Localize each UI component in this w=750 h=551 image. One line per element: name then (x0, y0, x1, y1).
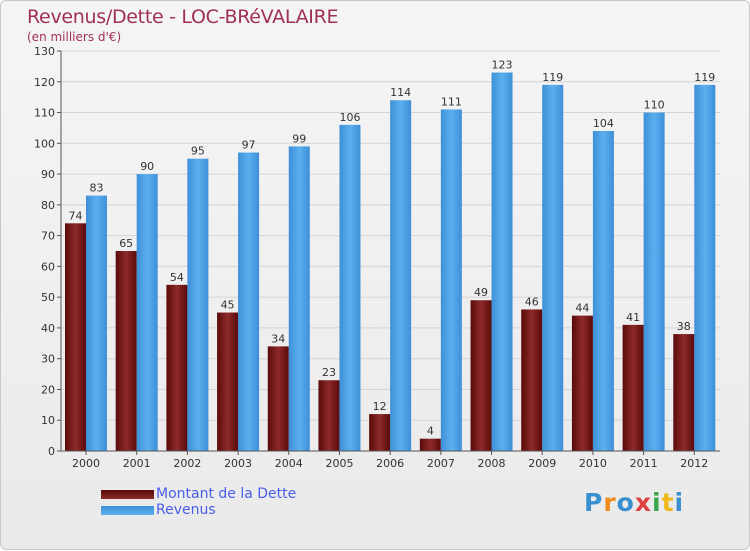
legend-swatch-debt (101, 490, 154, 499)
data-label-dette: 44 (575, 302, 589, 315)
logo-letter: i (674, 488, 685, 517)
logo-letter: P (584, 488, 604, 517)
data-label-dette: 38 (677, 320, 691, 333)
data-label-revenus: 95 (191, 145, 205, 158)
x-tick-label: 2010 (579, 457, 607, 470)
bar-revenus (390, 100, 412, 451)
data-label-dette: 65 (119, 237, 133, 250)
data-label-dette: 54 (170, 271, 184, 284)
bar-revenus (136, 174, 158, 452)
x-tick-label: 2000 (72, 457, 100, 470)
data-label-dette: 23 (322, 366, 336, 379)
x-tick-label: 2007 (427, 457, 455, 470)
logo-letter: t (661, 488, 675, 517)
bar-dette (369, 414, 391, 451)
bar-revenus (86, 195, 107, 451)
y-tick-label: 100 (34, 137, 55, 150)
bar-dette (571, 315, 593, 451)
bar-dette (65, 223, 86, 451)
bar-dette (217, 312, 239, 451)
y-tick-label: 130 (34, 45, 55, 58)
chart-title: Revenus/Dette - LOC-BRéVALAIRE (27, 6, 339, 28)
y-tick-label: 90 (41, 168, 55, 181)
chart-subtitle: (en milliers d'€) (27, 30, 122, 44)
data-label-dette: 45 (221, 299, 235, 312)
legend-label-revenus: Revenus (156, 502, 216, 518)
x-tick-label: 2005 (325, 457, 353, 470)
bar-revenus (440, 109, 462, 451)
bar-revenus (542, 84, 564, 451)
data-label-dette: 74 (69, 209, 83, 222)
bar-revenus (694, 84, 716, 451)
data-label-revenus: 111 (441, 95, 462, 108)
bar-dette (267, 346, 289, 451)
bar-dette (622, 324, 644, 451)
x-tick-label: 2004 (275, 457, 303, 470)
data-label-revenus: 114 (390, 86, 411, 99)
y-tick-label: 70 (41, 230, 55, 243)
legend-label-debt: Montant de la Dette (156, 486, 297, 502)
bar-dette (673, 334, 695, 451)
data-label-revenus: 119 (542, 71, 563, 84)
data-label-revenus: 119 (694, 71, 715, 84)
legend-swatch-revenus (101, 506, 154, 515)
x-tick-label: 2002 (173, 457, 201, 470)
logo-letter: i (652, 488, 662, 517)
y-tick-label: 60 (41, 260, 55, 273)
y-tick-label: 30 (41, 353, 55, 366)
bar-dette (318, 380, 340, 451)
x-tick-label: 2008 (478, 457, 506, 470)
data-label-dette: 41 (626, 311, 640, 324)
y-tick-label: 120 (34, 76, 55, 89)
data-label-dette: 46 (525, 295, 539, 308)
bar-dette (115, 251, 137, 451)
y-tick-label: 110 (34, 107, 55, 120)
y-tick-label: 10 (41, 414, 55, 427)
data-label-revenus: 97 (242, 139, 256, 152)
bar-revenus (491, 72, 513, 452)
bar-revenus (187, 158, 209, 451)
x-tick-label: 2011 (630, 457, 658, 470)
data-label-revenus: 106 (339, 111, 360, 124)
data-label-revenus: 83 (90, 182, 104, 195)
logo-letter: r (603, 488, 617, 517)
data-label-dette: 12 (373, 400, 387, 413)
data-label-revenus: 90 (140, 160, 154, 173)
data-label-dette: 49 (474, 286, 488, 299)
bar-revenus (339, 124, 361, 451)
x-tick-label: 2012 (680, 457, 708, 470)
bar-revenus (288, 146, 310, 451)
y-tick-label: 0 (48, 445, 55, 458)
bar-dette (419, 438, 441, 451)
logo-letter: o (616, 488, 635, 517)
y-tick-label: 80 (41, 199, 55, 212)
data-label-dette: 34 (271, 332, 285, 345)
data-label-dette: 4 (427, 425, 434, 438)
proxiti-logo: Proxiti (584, 488, 684, 517)
x-tick-label: 2001 (123, 457, 151, 470)
x-tick-label: 2006 (376, 457, 404, 470)
data-label-revenus: 104 (593, 117, 614, 130)
x-tick-label: 2003 (224, 457, 252, 470)
data-label-revenus: 123 (492, 59, 513, 72)
x-tick-label: 2009 (528, 457, 556, 470)
data-label-revenus: 99 (292, 132, 306, 145)
bar-dette (521, 309, 543, 451)
logo-letter: x (634, 488, 652, 517)
y-tick-label: 50 (41, 291, 55, 304)
bar-revenus (643, 112, 665, 452)
data-label-revenus: 110 (644, 99, 665, 112)
y-tick-label: 40 (41, 322, 55, 335)
bar-revenus (592, 131, 614, 451)
y-tick-label: 20 (41, 383, 55, 396)
bar-dette (166, 284, 188, 451)
bar-dette (470, 300, 492, 451)
bar-revenus (238, 152, 260, 452)
